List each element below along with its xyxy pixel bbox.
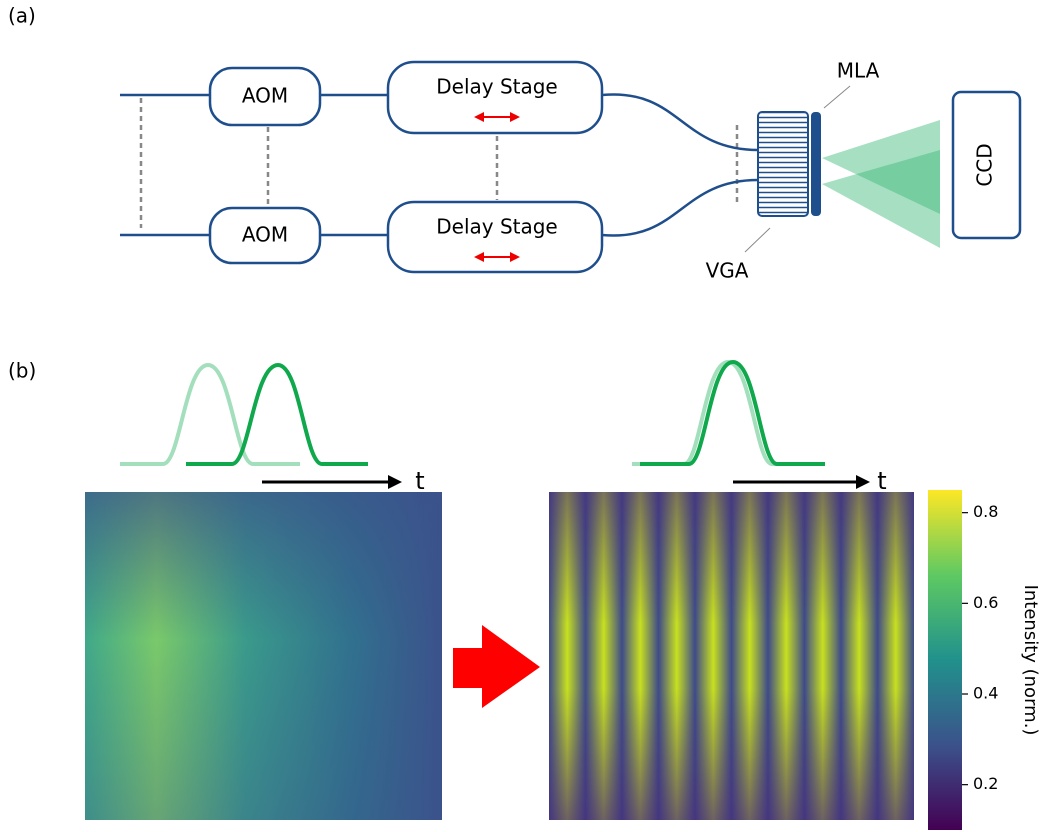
vga-label: VGA (706, 259, 749, 283)
tick-label: 0.8 (973, 502, 998, 521)
panel-label: (a) (8, 4, 36, 28)
colorbar-axis: 0.2 0.4 0.6 0.8 (962, 502, 998, 793)
time-label: t (877, 467, 886, 495)
tick-label: 0.6 (973, 593, 998, 612)
mla (811, 112, 821, 216)
delay-label: Delay Stage (436, 215, 558, 239)
colorbar (928, 490, 962, 830)
pulses (120, 362, 825, 464)
aom-label: AOM (242, 223, 288, 247)
camera-image (85, 492, 442, 820)
ccd-label: CCD (973, 143, 997, 186)
figure: (a) AOM AOM Delay Stage Delay Stage MLA … (0, 0, 1044, 832)
delay-label: Delay Stage (436, 75, 558, 99)
vga (758, 112, 808, 216)
camera-image (549, 492, 914, 820)
aom-label: AOM (242, 84, 288, 108)
time-axis (262, 475, 870, 489)
transition-arrow (453, 625, 540, 708)
time-label: t (415, 467, 424, 495)
leader (824, 86, 850, 108)
tick-label: 0.2 (973, 774, 998, 793)
diagram: AOM AOM Delay Stage Delay Stage MLA VGA … (120, 59, 1020, 283)
tick-label: 0.4 (973, 684, 998, 703)
mla-label: MLA (837, 59, 880, 83)
panel-label: (b) (8, 359, 36, 383)
leader (745, 228, 770, 252)
colorbar-label: Intensity (norm.) (1020, 585, 1041, 736)
